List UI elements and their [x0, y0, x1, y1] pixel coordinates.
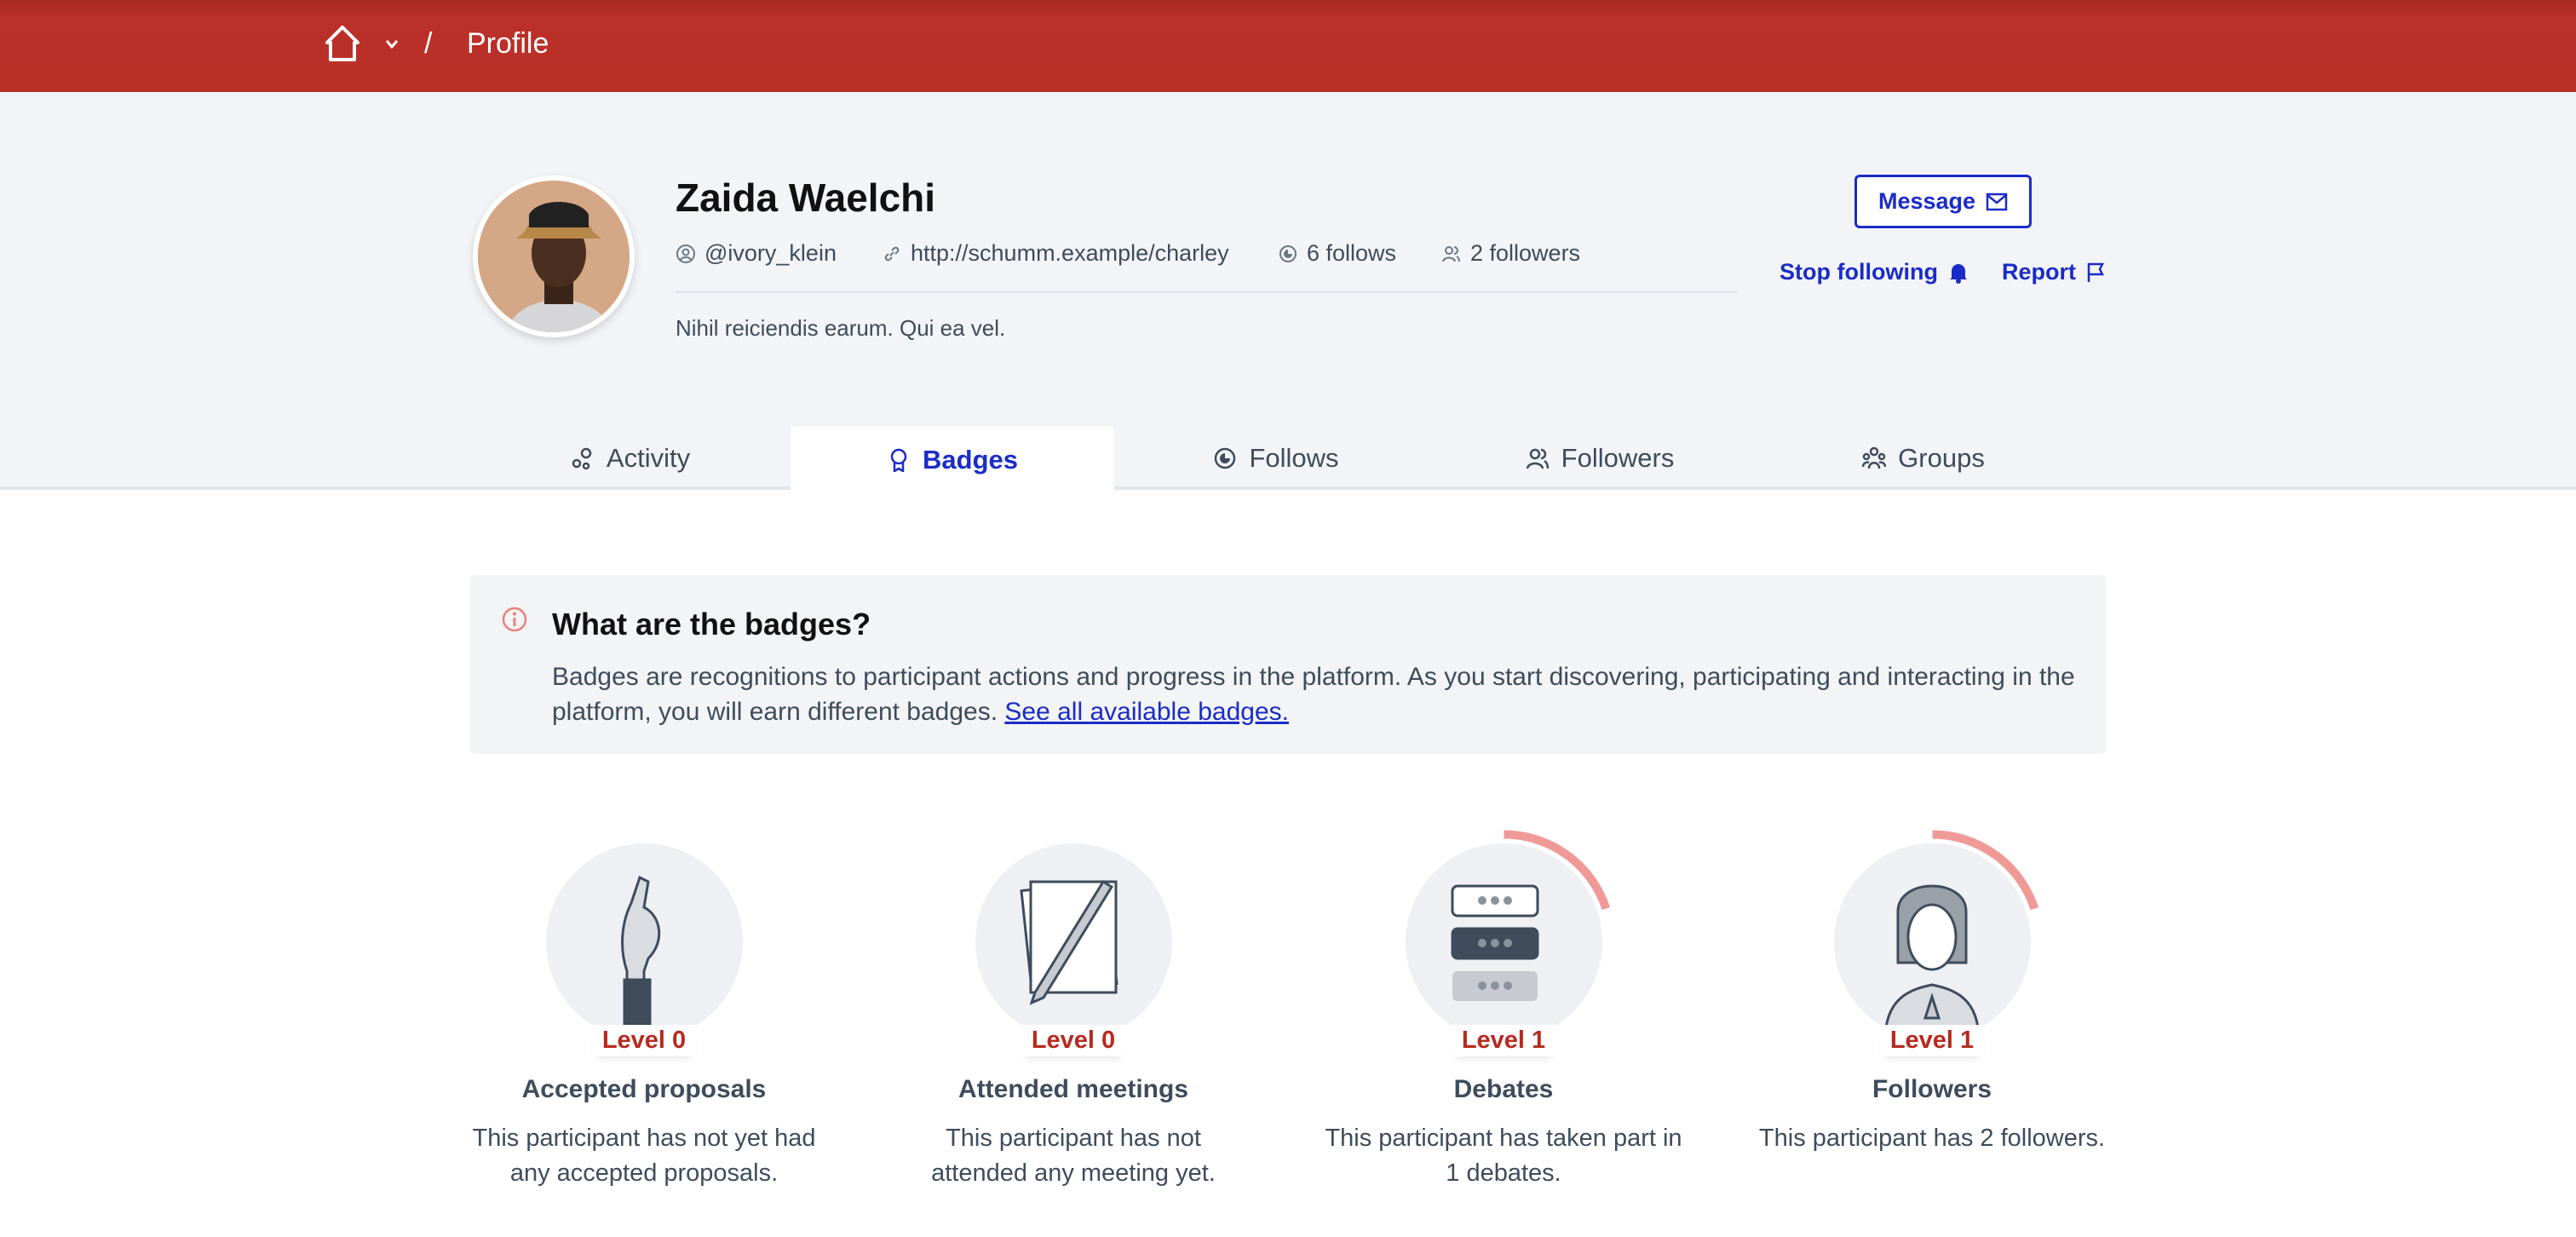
followers-count[interactable]: 2 followers: [1441, 240, 1580, 267]
nickname: @ivory_klein: [676, 240, 837, 267]
badge-title: Attended meetings: [957, 1075, 1189, 1103]
tab-label: Followers: [1561, 442, 1675, 473]
badge-title: Followers: [1872, 1075, 1992, 1103]
badge-description: This participant has 2 followers.: [1758, 1125, 2106, 1152]
chevron-down-icon[interactable]: [385, 39, 399, 49]
badge-card[interactable]: Level 0 Attended meetings This participa…: [860, 843, 1286, 1191]
divider: [676, 291, 1738, 293]
activity-icon: [572, 447, 592, 469]
tab-badges[interactable]: Badges: [791, 426, 1114, 493]
link-icon: [884, 246, 900, 261]
report-button[interactable]: Report: [2002, 259, 2105, 285]
badge-card[interactable]: Level 1 Debates This participant has tak…: [1291, 830, 1716, 1191]
top-bar: / Profile: [0, 0, 2576, 92]
badge-image: [975, 843, 1172, 1040]
report-label: Report: [2002, 259, 2076, 285]
see-all-badges-link[interactable]: See all available badges.: [1004, 698, 1289, 726]
badge-progress-arc: [1503, 830, 1610, 911]
breadcrumb-separator: /: [424, 27, 433, 60]
stop-following-button[interactable]: Stop following: [1780, 259, 1969, 285]
badges-info-callout: [470, 575, 2106, 754]
info-body: Badges are recognitions to participant a…: [552, 663, 2075, 726]
badge-level: Level 0: [591, 1025, 697, 1056]
tab-label: Follows: [1249, 442, 1339, 473]
tab-followers[interactable]: Followers: [1438, 426, 1762, 490]
badge-level: Level 1: [1879, 1025, 1985, 1056]
info-title: What are the badges?: [552, 607, 871, 642]
follows-icon: [1279, 245, 1297, 262]
breadcrumb-current: Profile: [467, 27, 549, 60]
nickname-text: @ivory_klein: [704, 240, 837, 266]
follows-count[interactable]: 6 follows: [1278, 240, 1396, 267]
tab-label: Groups: [1898, 442, 1985, 473]
followers-text[interactable]: 2 followers: [1470, 240, 1581, 266]
profile-name: Zaida Waelchi: [676, 175, 936, 220]
follows-icon: [1215, 447, 1236, 469]
badge-title: Accepted proposals: [521, 1075, 767, 1103]
tab-label: Activity: [606, 442, 691, 473]
tab-activity[interactable]: Activity: [469, 426, 792, 490]
info-icon: [502, 607, 527, 632]
info-text: Badges are recognitions to participant a…: [552, 659, 2077, 729]
badge-icon: [890, 448, 907, 472]
tab-follows[interactable]: Follows: [1114, 426, 1438, 490]
tab-groups[interactable]: Groups: [1762, 426, 2085, 490]
badge-progress-arc: [1931, 830, 2038, 911]
badge-level: Level 0: [1021, 1025, 1126, 1056]
badge-image: [1833, 830, 2038, 1040]
badge-description: This participant has not yet had any acc…: [472, 1125, 816, 1187]
badge-description: This participant has not attended any me…: [931, 1125, 1216, 1187]
website-link[interactable]: http://schumm.example/charley: [911, 240, 1229, 266]
user-circle-icon: [676, 244, 695, 263]
groups-icon: [1862, 446, 1887, 469]
followers-icon: [1526, 448, 1549, 469]
website[interactable]: http://schumm.example/charley: [882, 240, 1229, 267]
mail-icon: [1986, 193, 2008, 210]
bell-icon: [1949, 263, 1967, 284]
follows-text[interactable]: 6 follows: [1307, 240, 1397, 266]
badge-card[interactable]: Level 0 Accepted proposals This particip…: [431, 843, 857, 1191]
flag-icon: [2087, 262, 2105, 282]
badge-title: Debates: [1453, 1075, 1554, 1103]
message-button[interactable]: Message: [1854, 175, 2032, 228]
badge-card[interactable]: Level 1 Followers This participant has 2…: [1719, 830, 2145, 1156]
stop-following-label: Stop following: [1780, 259, 1938, 285]
tab-label: Badges: [923, 444, 1018, 475]
avatar: [473, 175, 635, 337]
badge-level: Level 1: [1451, 1025, 1556, 1056]
badge-image: [1405, 830, 1610, 1040]
followers-icon: [1442, 245, 1460, 262]
badge-image: [545, 843, 743, 1040]
message-label: Message: [1877, 188, 1976, 214]
badge-description: This participant has taken part in 1 deb…: [1325, 1125, 1682, 1187]
home-icon[interactable]: [325, 26, 359, 61]
profile-bio: Nihil reiciendis earum. Qui ea vel.: [676, 315, 1006, 341]
